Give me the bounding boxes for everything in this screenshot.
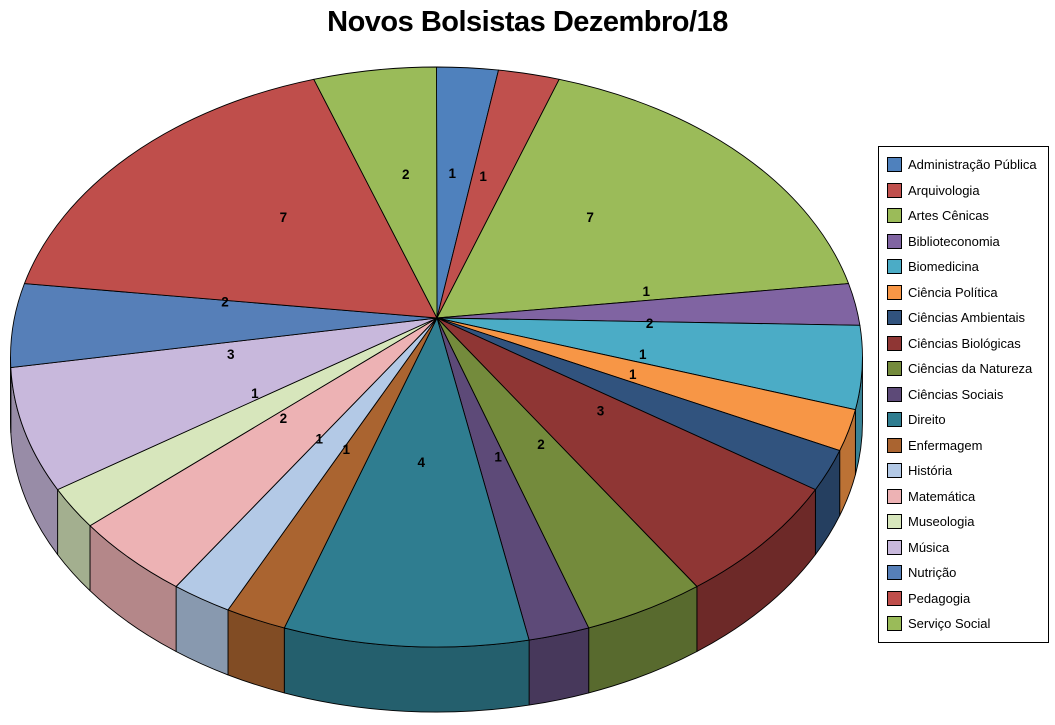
legend-label: Ciência Política: [908, 284, 998, 300]
legend-swatch: [887, 565, 902, 581]
slice-value-label: 2: [646, 316, 654, 331]
legend-label: Música: [908, 539, 950, 555]
legend-swatch: [887, 539, 902, 555]
legend-item-enfermagem: Enfermagem: [887, 433, 1046, 459]
slice-value-label: 2: [402, 167, 410, 182]
legend-swatch: [887, 259, 902, 275]
legend-item-arquivologia: Arquivologia: [887, 178, 1046, 204]
slice-value-label: 1: [629, 367, 637, 382]
pie-slice-wall-ciencias-sociais: [528, 627, 590, 706]
legend-item-direito: Direito: [887, 407, 1046, 433]
legend-label: Serviço Social: [908, 616, 991, 632]
pie-slice-ciencias-biologicas: [436, 317, 816, 587]
legend-label: Pedagogia: [908, 590, 971, 606]
legend-label: Ciências da Natureza: [908, 361, 1033, 377]
slice-value-label: 1: [343, 442, 351, 457]
legend-item-ciencias-da-natureza: Ciências da Natureza: [887, 356, 1046, 382]
slice-value-label: 3: [227, 347, 235, 362]
legend-swatch: [887, 488, 902, 504]
slice-value-label: 1: [494, 449, 502, 464]
legend: Administração Pública Arquivologia Artes C…: [878, 146, 1049, 643]
legend-label: Matemática: [908, 488, 976, 504]
legend-swatch: [887, 361, 902, 377]
legend-item-museologia: Museologia: [887, 509, 1046, 535]
legend-item-ciencia-politica: Ciência Política: [887, 280, 1046, 306]
slice-value-label: 1: [642, 284, 650, 299]
legend-item-servico-social: Serviço Social: [887, 611, 1046, 637]
legend-swatch: [887, 182, 902, 198]
pie-slice-pedagogia: [23, 78, 438, 319]
legend-swatch: [887, 386, 902, 402]
legend-label: Ciências Ambientais: [908, 310, 1026, 326]
legend-item-ciencias-ambientais: Ciências Ambientais: [887, 305, 1046, 331]
legend-item-nutricao: Nutrição: [887, 560, 1046, 586]
legend-item-historia: História: [887, 458, 1046, 484]
legend-label: Direito: [908, 412, 946, 428]
slice-value-label: 2: [221, 295, 229, 310]
slice-value-label: 3: [597, 403, 605, 418]
slice-value-label: 2: [280, 411, 288, 426]
legend-item-artes-cenicas: Artes Cênicas: [887, 203, 1046, 229]
legend-label: Artes Cênicas: [908, 208, 989, 224]
slice-value-label: 7: [280, 210, 288, 225]
legend-label: Enfermagem: [908, 437, 983, 453]
legend-item-administracao-publica: Administração Pública: [887, 152, 1046, 178]
legend-item-musica: Música: [887, 535, 1046, 561]
legend-swatch: [887, 335, 902, 351]
slice-value-label: 1: [251, 386, 259, 401]
slice-value-label: 7: [586, 210, 594, 225]
legend-swatch: [887, 514, 902, 530]
legend-item-ciencias-sociais: Ciências Sociais: [887, 382, 1046, 408]
legend-swatch: [887, 412, 902, 428]
legend-label: Biomedicina: [908, 259, 979, 275]
legend-label: Nutrição: [908, 565, 957, 581]
pie-slice-direito: [283, 317, 530, 648]
legend-item-biblioteconomia: Biblioteconomia: [887, 229, 1046, 255]
slice-value-label: 1: [449, 166, 457, 181]
legend-swatch: [887, 284, 902, 300]
legend-item-ciencias-biologicas: Ciências Biológicas: [887, 331, 1046, 357]
chart-title: Novos Bolsistas Dezembro/18: [327, 6, 728, 38]
legend-item-matematica: Matemática: [887, 484, 1046, 510]
legend-label: Biblioteconomia: [908, 233, 1000, 249]
legend-label: Ciências Sociais: [908, 386, 1004, 402]
legend-swatch: [887, 233, 902, 249]
pie-slices: [10, 66, 863, 648]
slice-value-label: 1: [479, 169, 487, 184]
legend-label: História: [908, 463, 953, 479]
legend-swatch: [887, 208, 902, 224]
legend-label: Ciências Biológicas: [908, 335, 1021, 351]
pie-slice-artes-cenicas: [436, 78, 850, 319]
legend-label: Arquivologia: [908, 182, 980, 198]
legend-item-biomedicina: Biomedicina: [887, 254, 1046, 280]
legend-swatch: [887, 157, 902, 173]
legend-swatch: [887, 463, 902, 479]
slice-value-label: 2: [537, 437, 545, 452]
pie-slice-servico-social: [313, 66, 438, 319]
slice-value-label: 1: [639, 347, 647, 362]
legend-swatch: [887, 590, 902, 606]
pie-3d-walls: [10, 356, 863, 713]
legend-item-pedagogia: Pedagogia: [887, 586, 1046, 612]
slice-value-label: 1: [315, 431, 323, 446]
legend-label: Museologia: [908, 514, 975, 530]
legend-swatch: [887, 616, 902, 632]
legend-swatch: [887, 437, 902, 453]
legend-swatch: [887, 310, 902, 326]
legend-label: Administração Pública: [908, 157, 1037, 173]
pie-slice-musica: [10, 317, 438, 491]
slice-value-label: 4: [417, 455, 425, 470]
